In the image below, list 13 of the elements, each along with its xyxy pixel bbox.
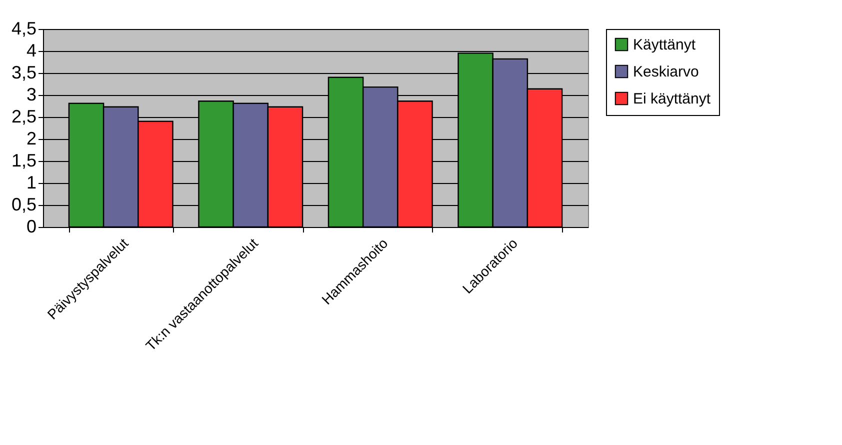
y-tick-label: 4,5 bbox=[11, 18, 36, 38]
legend-label: Ei käyttänyt bbox=[633, 90, 712, 108]
legend-label: Käyttänyt bbox=[633, 36, 696, 54]
y-tick-label: 1 bbox=[26, 172, 36, 192]
y-tick-label: 2 bbox=[26, 128, 36, 148]
y-tick-label: 3,5 bbox=[11, 62, 36, 82]
y-tick-label: 0 bbox=[26, 216, 36, 236]
legend-label: Keskiarvo bbox=[633, 64, 699, 80]
y-tick-label: 0,5 bbox=[11, 194, 36, 214]
y-tick-label: 1,5 bbox=[11, 150, 36, 170]
y-tick-label: 3 bbox=[26, 84, 36, 104]
y-tick-label: 4 bbox=[26, 40, 36, 60]
y-tick-label: 2,5 bbox=[11, 106, 36, 126]
